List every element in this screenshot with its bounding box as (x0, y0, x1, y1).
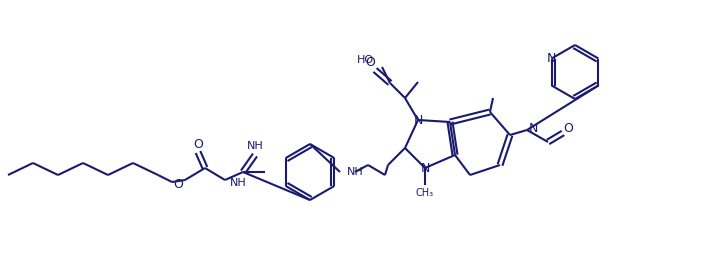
Text: NH: NH (247, 141, 264, 151)
Text: O: O (173, 179, 183, 192)
Text: NH: NH (230, 178, 247, 188)
Text: N: N (421, 161, 429, 174)
Text: NH: NH (347, 167, 363, 177)
Text: HO: HO (357, 55, 374, 65)
Text: CH₃: CH₃ (416, 188, 434, 198)
Text: N: N (413, 113, 423, 126)
Text: O: O (563, 121, 573, 134)
Text: N: N (547, 52, 556, 65)
Text: N: N (529, 121, 538, 134)
Text: O: O (193, 137, 203, 150)
Text: O: O (365, 57, 375, 70)
